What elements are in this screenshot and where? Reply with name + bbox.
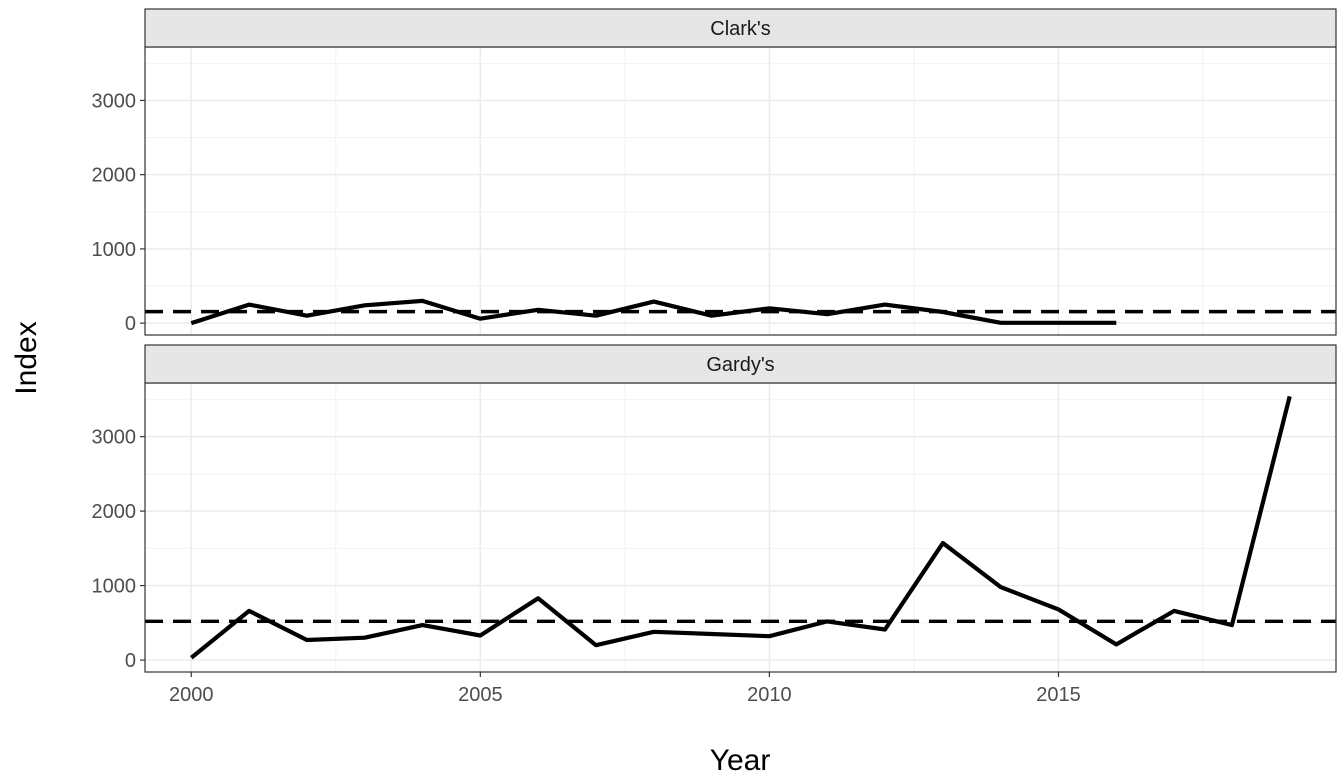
x-tick-label: 2000 [169, 684, 214, 706]
facet-strip [144, 344, 1337, 384]
y-axis-title: Index [10, 321, 43, 394]
y-tick-label: 1000 [92, 576, 137, 598]
panels-layer: Clark's 0 1000 2000 3000 Gardy's 0 1000 2000 3000 [92, 8, 1337, 673]
y-tick-label: 2000 [92, 165, 137, 187]
plot-background [145, 47, 1336, 335]
series-line [190, 298, 1117, 326]
y-tick-label: 0 [125, 650, 136, 672]
y-tick-label: 3000 [92, 427, 137, 449]
y-tick-label: 2000 [92, 501, 137, 523]
y-tick-label: 0 [125, 313, 136, 335]
facet-strip-label: Gardy's [706, 354, 774, 376]
plot-background [145, 383, 1336, 672]
facet-panel: Clark's 0 1000 2000 3000 [92, 8, 1337, 336]
x-tick-label: 2015 [1036, 684, 1081, 706]
x-tick-label: 2005 [458, 684, 503, 706]
facet-strip [144, 8, 1337, 48]
facet-strip-label: Clark's [710, 18, 771, 40]
y-tick-label: 3000 [92, 90, 137, 112]
x-axis: 2000 2005 2010 2015 [169, 672, 1081, 706]
y-tick-label: 1000 [92, 239, 137, 261]
x-axis-title: Year [710, 744, 771, 777]
x-tick-label: 2010 [747, 684, 792, 706]
series-line [189, 395, 1292, 660]
facet-panel: Gardy's 0 1000 2000 3000 [92, 344, 1337, 673]
